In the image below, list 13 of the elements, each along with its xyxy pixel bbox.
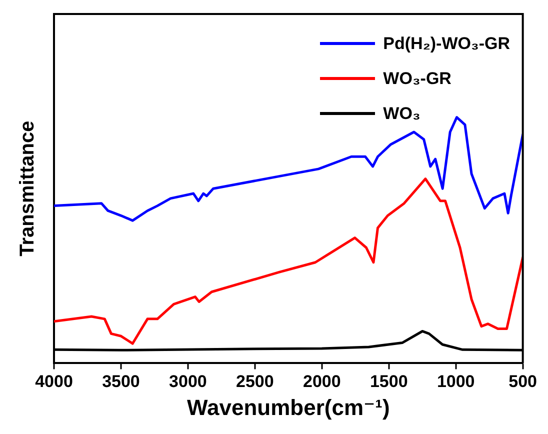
legend-label: WO₃	[383, 104, 420, 124]
x-tick-label: 2500	[236, 372, 274, 392]
legend-label: Pd(H₂)-WO₃-GR	[383, 34, 510, 54]
x-tick-label: 500	[508, 372, 538, 392]
x-axis-title: Wavenumber(cm⁻¹)	[187, 394, 390, 420]
x-tick-label: 4000	[35, 372, 73, 392]
legend-label: WO₃-GR	[383, 68, 452, 88]
x-tick-label: 2000	[302, 372, 341, 392]
y-axis-title: Transmittance	[16, 120, 39, 256]
x-tick-label: 1000	[436, 372, 475, 392]
x-tick-label: 1500	[370, 372, 408, 392]
x-tick-label: 3000	[169, 372, 207, 392]
x-tick-label: 3500	[102, 372, 140, 392]
